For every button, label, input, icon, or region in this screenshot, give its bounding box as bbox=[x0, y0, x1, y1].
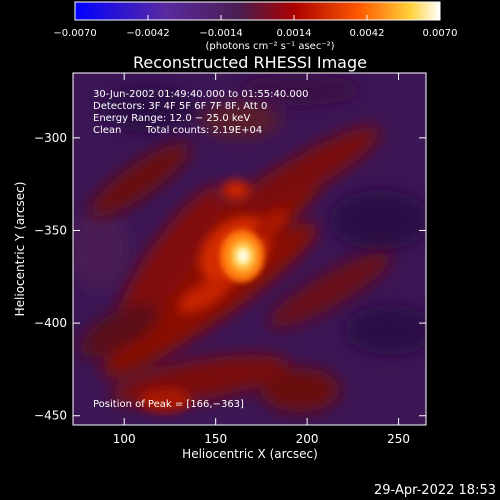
chart-title: Reconstructed RHESSI Image bbox=[133, 53, 367, 72]
colorbar-units: (photons cm⁻² s⁻¹ asec⁻²) bbox=[205, 41, 334, 52]
annotation-energy: Energy Range: 12.0 − 25.0 keV bbox=[93, 113, 250, 124]
annotation-time: 30-Jun-2002 01:49:40.000 to 01:55:40.000 bbox=[93, 89, 309, 100]
axis-ticks: 100 150 200 250 −300 −350 −400 −450 bbox=[34, 73, 426, 446]
colorbar-tick-label: 0.0042 bbox=[350, 28, 385, 39]
x-tick-label: 150 bbox=[204, 432, 227, 446]
colorbar-tick-label: 0.0014 bbox=[277, 28, 312, 39]
colorbar-tick-label: 0.0070 bbox=[423, 28, 458, 39]
annotation-detectors: Detectors: 3F 4F 5F 6F 7F 8F, Att 0 bbox=[93, 101, 267, 112]
y-tick-label: −450 bbox=[34, 409, 67, 423]
heatmap-peak-source bbox=[220, 230, 264, 282]
heatmap-image bbox=[73, 73, 426, 425]
y-tick-label: −400 bbox=[34, 316, 67, 330]
colorbar-tick-label: −0.0070 bbox=[53, 28, 96, 39]
x-tick-label: 250 bbox=[387, 432, 410, 446]
colorbar-gradient bbox=[75, 2, 440, 20]
y-axis-label: Heliocentric Y (arcsec) bbox=[13, 182, 27, 317]
annotation-method: Clean bbox=[93, 125, 121, 136]
x-tick-label: 200 bbox=[296, 432, 319, 446]
timestamp: 29-Apr-2022 18:53 bbox=[374, 483, 496, 498]
heatmap-low-structure bbox=[73, 75, 426, 355]
colorbar-frame bbox=[74, 1, 441, 21]
image-annotations: 30-Jun-2002 01:49:40.000 to 01:55:40.000… bbox=[93, 89, 309, 410]
y-tick-label: −350 bbox=[34, 223, 67, 237]
x-tick-label: 100 bbox=[113, 432, 136, 446]
annotation-counts: Total counts: 2.19E+04 bbox=[145, 125, 262, 136]
annotation-peak: Position of Peak = [166,−363] bbox=[93, 399, 244, 410]
plot-frame bbox=[72, 72, 427, 426]
colorbar-ticks: −0.0070 −0.0042 −0.0014 0.0014 0.0042 0.0070 bbox=[53, 15, 458, 39]
y-tick-label: −300 bbox=[34, 131, 67, 145]
x-axis-label: Heliocentric X (arcsec) bbox=[182, 447, 318, 461]
colorbar-tick-label: −0.0014 bbox=[199, 28, 242, 39]
colorbar-tick-label: −0.0042 bbox=[126, 28, 169, 39]
colorbar: −0.0070 −0.0042 −0.0014 0.0014 0.0042 0.0070 … bbox=[53, 1, 458, 52]
